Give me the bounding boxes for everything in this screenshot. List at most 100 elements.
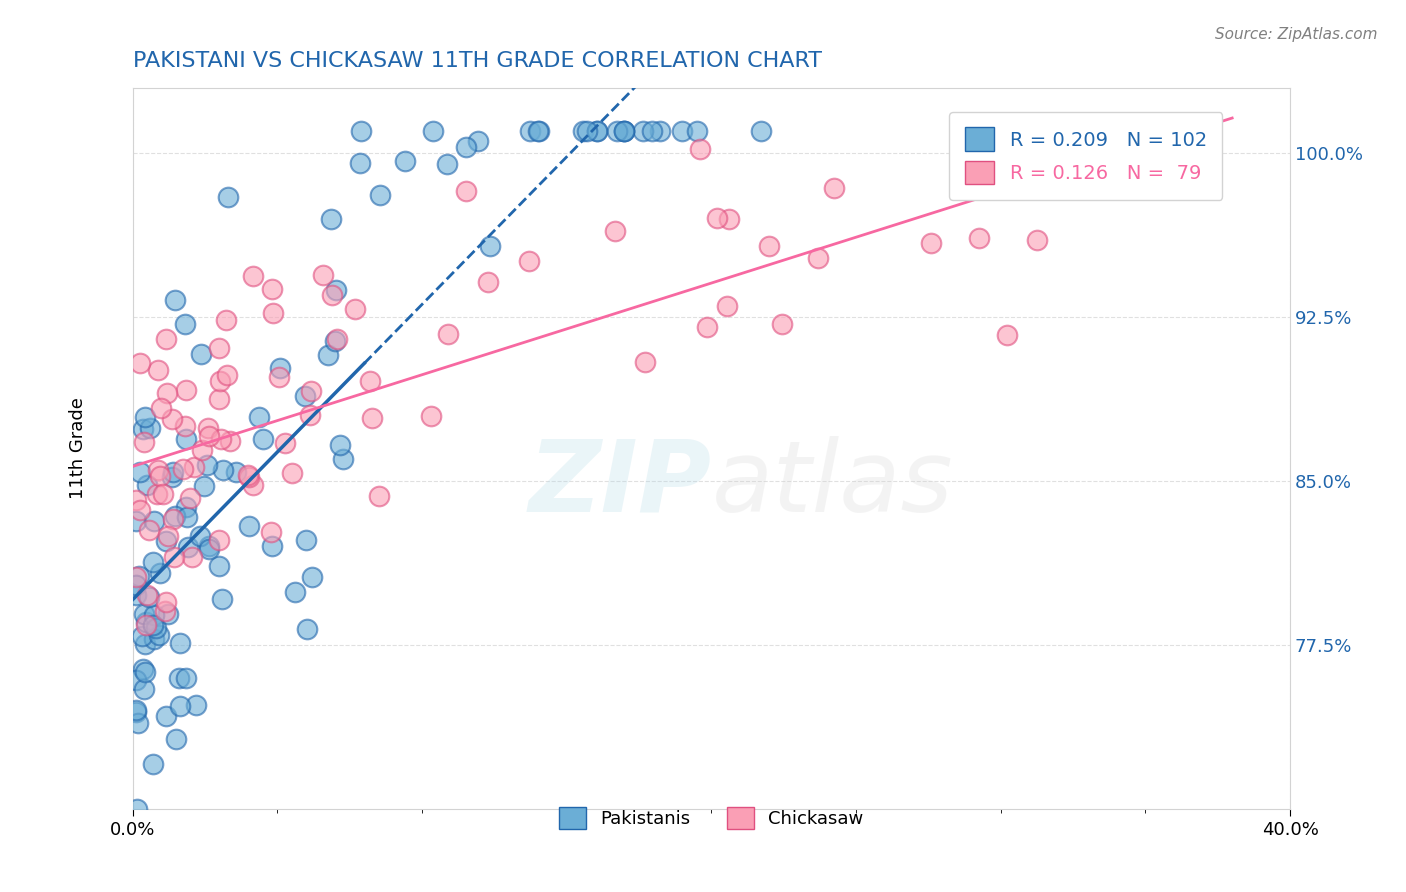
Chickasaw <box>238 469 260 483</box>
Chickasaw <box>273 436 295 450</box>
Pakistanis <box>211 463 233 477</box>
Chickasaw <box>312 268 335 282</box>
Pakistanis <box>575 124 598 138</box>
Pakistanis <box>294 389 316 403</box>
Chickasaw <box>146 363 169 377</box>
Chickasaw <box>125 492 148 507</box>
Pakistanis <box>162 465 184 479</box>
Pakistanis <box>613 124 636 138</box>
Pakistanis <box>686 124 709 138</box>
Pakistanis <box>142 555 165 569</box>
Pakistanis <box>143 514 166 528</box>
Pakistanis <box>142 632 165 646</box>
Chickasaw <box>132 434 155 449</box>
Chickasaw <box>344 301 367 316</box>
Chickasaw <box>156 385 179 400</box>
Chickasaw <box>146 463 169 477</box>
Chickasaw <box>634 355 657 369</box>
Pakistanis <box>349 155 371 169</box>
Pakistanis <box>157 607 180 622</box>
Pakistanis <box>169 698 191 713</box>
Pakistanis <box>571 124 593 138</box>
Pakistanis <box>163 508 186 523</box>
Text: Source: ZipAtlas.com: Source: ZipAtlas.com <box>1215 27 1378 42</box>
Pakistanis <box>142 608 165 623</box>
Pakistanis <box>208 559 231 574</box>
Pakistanis <box>527 124 550 138</box>
Chickasaw <box>326 332 349 346</box>
Chickasaw <box>262 306 284 320</box>
Pakistanis <box>127 716 149 731</box>
Chickasaw <box>260 282 283 296</box>
Chickasaw <box>236 468 259 483</box>
Chickasaw <box>823 181 845 195</box>
Pakistanis <box>135 478 157 492</box>
Chickasaw <box>456 184 478 198</box>
Chickasaw <box>197 429 219 443</box>
Pakistanis <box>260 539 283 553</box>
Pakistanis <box>238 519 260 533</box>
Pakistanis <box>479 239 502 253</box>
Pakistanis <box>165 731 187 746</box>
Chickasaw <box>172 461 194 475</box>
Pakistanis <box>131 422 153 436</box>
Pakistanis <box>125 514 148 528</box>
Pakistanis <box>173 318 195 332</box>
Pakistanis <box>188 529 211 543</box>
Chickasaw <box>149 401 172 416</box>
Pakistanis <box>176 540 198 554</box>
Chickasaw <box>706 211 728 225</box>
Pakistanis <box>301 570 323 584</box>
Chickasaw <box>1026 233 1049 247</box>
Chickasaw <box>807 251 830 265</box>
Chickasaw <box>197 421 219 435</box>
Pakistanis <box>134 409 156 424</box>
Chickasaw <box>208 392 231 407</box>
Pakistanis <box>613 124 636 138</box>
Pakistanis <box>155 709 177 723</box>
Pakistanis <box>671 124 693 138</box>
Chickasaw <box>153 604 176 618</box>
Chickasaw <box>321 288 343 302</box>
Pakistanis <box>139 421 162 435</box>
Chickasaw <box>361 411 384 425</box>
Pakistanis <box>174 433 197 447</box>
Pakistanis <box>125 578 148 592</box>
Pakistanis <box>316 348 339 362</box>
Pakistanis <box>225 465 247 479</box>
Pakistanis <box>633 124 655 138</box>
Pakistanis <box>125 706 148 720</box>
Text: atlas: atlas <box>711 436 953 533</box>
Pakistanis <box>329 438 352 452</box>
Chickasaw <box>716 299 738 313</box>
Pakistanis <box>319 212 342 227</box>
Chickasaw <box>174 383 197 397</box>
Pakistanis <box>585 124 607 138</box>
Chickasaw <box>219 434 242 448</box>
Chickasaw <box>162 512 184 526</box>
Pakistanis <box>368 188 391 202</box>
Pakistanis <box>149 566 172 580</box>
Chickasaw <box>129 502 152 516</box>
Chickasaw <box>214 312 236 326</box>
Chickasaw <box>1194 175 1216 189</box>
Chickasaw <box>173 419 195 434</box>
Pakistanis <box>422 124 444 138</box>
Pakistanis <box>195 458 218 473</box>
Pakistanis <box>190 347 212 361</box>
Pakistanis <box>641 124 664 138</box>
Chickasaw <box>281 466 304 480</box>
Pakistanis <box>612 124 634 138</box>
Chickasaw <box>995 328 1018 343</box>
Chickasaw <box>259 524 281 539</box>
Chickasaw <box>162 412 184 426</box>
Pakistanis <box>332 451 354 466</box>
Chickasaw <box>209 374 232 388</box>
Pakistanis <box>162 470 184 484</box>
Chickasaw <box>163 549 186 564</box>
Chickasaw <box>696 320 718 334</box>
Pakistanis <box>323 334 346 348</box>
Pakistanis <box>128 568 150 582</box>
Pakistanis <box>650 124 672 138</box>
Chickasaw <box>605 224 627 238</box>
